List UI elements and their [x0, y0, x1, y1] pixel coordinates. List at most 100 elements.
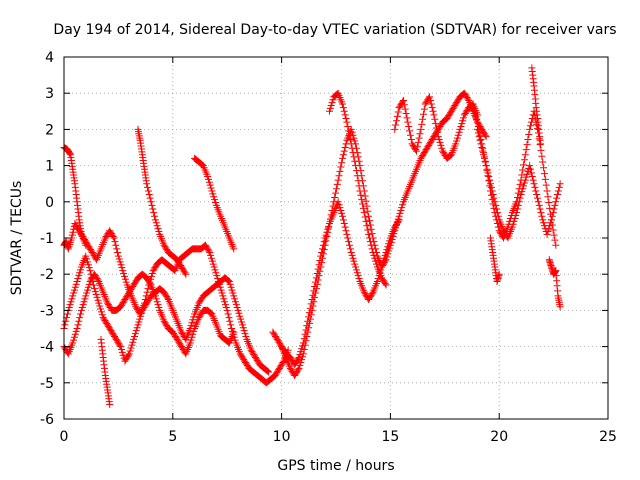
data-point: [67, 298, 75, 306]
data-point: [225, 277, 233, 285]
data-point: [212, 269, 220, 277]
data-point: [296, 351, 304, 359]
data-point: [169, 328, 177, 336]
data-point: [340, 147, 348, 155]
data-point: [413, 147, 421, 155]
series-track-c: [60, 270, 238, 358]
data-point: [105, 302, 113, 310]
data-point: [175, 259, 183, 267]
data-point: [525, 130, 533, 138]
data-point: [366, 294, 374, 302]
data-point: [178, 330, 186, 338]
data-point: [273, 369, 281, 377]
data-point: [535, 201, 543, 209]
data-point: [426, 93, 434, 101]
data-point: [379, 277, 387, 285]
data-point: [332, 189, 340, 197]
data-point: [133, 324, 141, 332]
data-point: [301, 330, 309, 338]
data-point: [210, 193, 218, 201]
data-point: [404, 118, 412, 126]
data-point: [228, 325, 236, 332]
series-track-k: [391, 93, 481, 162]
data-point: [206, 309, 214, 317]
data-point: [144, 277, 152, 285]
data-point: [121, 357, 129, 365]
data-point: [549, 226, 557, 234]
data-point: [107, 230, 115, 238]
data-point: [205, 247, 213, 255]
data-point: [351, 157, 359, 165]
data-point: [292, 359, 300, 367]
data-point: [143, 288, 151, 296]
data-point: [93, 293, 101, 301]
data-point: [321, 234, 329, 242]
data-point: [421, 100, 429, 108]
data-point: [526, 162, 534, 170]
data-point: [87, 246, 95, 254]
data-point: [320, 238, 328, 246]
data-point: [132, 277, 140, 285]
y-tick-label: 1: [45, 159, 54, 175]
data-point: [101, 234, 109, 242]
data-point: [292, 370, 300, 378]
data-point: [269, 328, 277, 336]
data-point: [125, 350, 133, 358]
data-point: [487, 183, 495, 191]
data-point: [545, 225, 553, 233]
data-point: [61, 344, 69, 352]
data-point: [213, 272, 221, 280]
data-point: [206, 181, 214, 189]
data-point: [312, 278, 320, 286]
data-point: [338, 209, 346, 217]
data-point: [453, 137, 461, 145]
data-point: [90, 270, 98, 278]
data-point: [144, 187, 152, 195]
data-point: [556, 180, 564, 188]
data-point: [118, 300, 126, 308]
data-point: [351, 137, 359, 145]
data-point: [433, 124, 441, 132]
data-point: [299, 339, 307, 347]
data-point: [310, 287, 318, 295]
data-point: [72, 327, 80, 335]
data-point: [98, 311, 106, 319]
data-point: [495, 270, 503, 278]
data-point: [366, 221, 374, 229]
data-point: [220, 295, 228, 303]
data-point: [346, 136, 354, 144]
data-point: [238, 318, 246, 326]
data-point: [358, 196, 366, 204]
data-point: [127, 285, 135, 293]
data-point: [124, 290, 132, 298]
data-point: [507, 212, 515, 220]
data-point: [152, 219, 160, 227]
data-point: [161, 319, 169, 327]
data-point: [121, 296, 129, 304]
data-point: [197, 296, 205, 304]
data-point: [146, 194, 154, 202]
data-point: [90, 285, 98, 293]
data-point: [426, 138, 434, 146]
series-track-i: [269, 198, 403, 369]
data-point: [271, 331, 279, 339]
data-point: [483, 167, 491, 175]
data-point: [406, 131, 414, 139]
data-point: [97, 308, 105, 316]
data-point: [339, 104, 347, 112]
data-point: [444, 113, 452, 121]
data-point: [173, 256, 181, 264]
data-point: [396, 102, 404, 110]
data-point: [537, 140, 545, 148]
data-point: [493, 220, 501, 228]
data-point: [354, 272, 362, 280]
data-point: [251, 353, 259, 361]
data-point: [308, 296, 316, 304]
data-point: [126, 287, 134, 295]
data-point: [424, 143, 432, 151]
data-point: [71, 220, 79, 228]
data-point: [140, 304, 148, 312]
data-point: [97, 305, 105, 313]
data-point: [340, 107, 348, 115]
data-point: [504, 223, 512, 231]
